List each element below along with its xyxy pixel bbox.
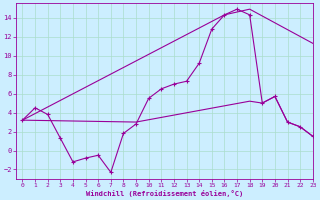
X-axis label: Windchill (Refroidissement éolien,°C): Windchill (Refroidissement éolien,°C) <box>86 190 243 197</box>
